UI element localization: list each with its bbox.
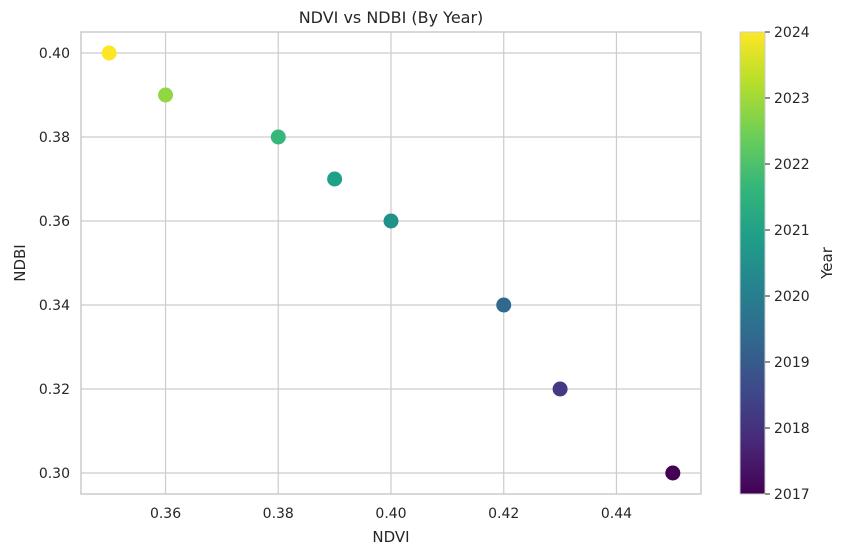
y-axis-ticks: 0.30 0.32 0.34 0.36 0.38 0.40 bbox=[39, 46, 70, 482]
y-tick-label: 0.40 bbox=[39, 46, 70, 62]
scatter-point-2023 bbox=[158, 87, 174, 103]
scatter-point-2021 bbox=[327, 171, 343, 187]
plot-frame bbox=[80, 31, 702, 495]
x-tick-label: 0.44 bbox=[601, 506, 632, 522]
scatter-point-2024 bbox=[101, 45, 117, 61]
grid-lines bbox=[81, 32, 701, 494]
colorbar-tick-label: 2021 bbox=[774, 223, 810, 239]
y-tick-label: 0.36 bbox=[39, 214, 70, 230]
scatter-point-2022 bbox=[270, 129, 286, 145]
x-tick-label: 0.42 bbox=[488, 506, 519, 522]
y-tick-label: 0.38 bbox=[39, 130, 70, 146]
scatter-point-2018 bbox=[552, 381, 568, 397]
colorbar-tick-label: 2022 bbox=[774, 157, 810, 173]
x-axis-ticks: 0.36 0.38 0.40 0.42 0.44 bbox=[150, 506, 632, 522]
colorbar bbox=[739, 31, 766, 495]
colorbar-tick-label: 2020 bbox=[774, 289, 810, 305]
colorbar-tick-label: 2023 bbox=[774, 91, 810, 107]
x-axis-label: NDVI bbox=[372, 528, 409, 546]
colorbar-ticks: 2017 2018 2019 2020 2021 2022 2023 2024 bbox=[765, 25, 810, 503]
y-tick-label: 0.34 bbox=[39, 298, 70, 314]
y-tick-label: 0.32 bbox=[39, 382, 70, 398]
colorbar-label: Year bbox=[818, 246, 836, 280]
colorbar-tick-label: 2019 bbox=[774, 355, 810, 371]
colorbar-tick-label: 2017 bbox=[774, 487, 810, 503]
y-axis-label: NDBI bbox=[11, 244, 29, 282]
scatter-point-2019 bbox=[496, 297, 512, 313]
scatter-point-2017 bbox=[665, 465, 681, 481]
scatter-point-2020 bbox=[383, 213, 399, 229]
scatter-points bbox=[101, 45, 681, 481]
x-tick-label: 0.40 bbox=[375, 506, 406, 522]
x-tick-label: 0.36 bbox=[150, 506, 181, 522]
x-tick-label: 0.38 bbox=[263, 506, 294, 522]
chart-title: NDVI vs NDBI (By Year) bbox=[299, 8, 484, 27]
y-tick-label: 0.30 bbox=[39, 466, 70, 482]
colorbar-tick-label: 2024 bbox=[774, 25, 810, 41]
colorbar-tick-label: 2018 bbox=[774, 421, 810, 437]
